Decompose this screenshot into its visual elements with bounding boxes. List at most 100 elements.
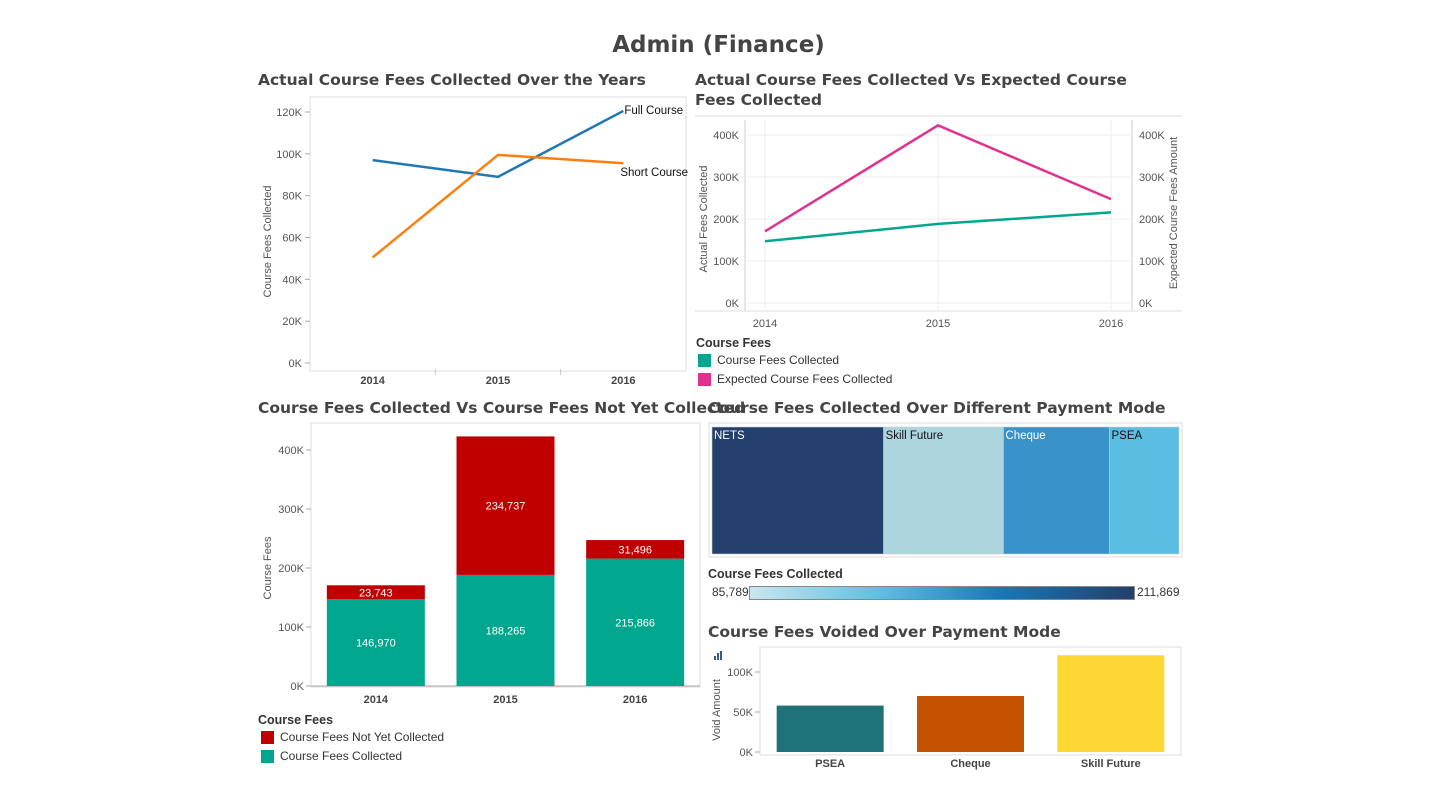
legend-swatch-collected bbox=[261, 749, 274, 763]
gradient-min-label: 85,789 bbox=[712, 585, 749, 599]
legend-swatch-not-collected bbox=[261, 730, 274, 744]
payment-mode-treemap[interactable]: NETS Skill Future Cheque PSEA bbox=[708, 422, 1183, 558]
y-tick-label: 120K bbox=[276, 107, 302, 119]
x-tick-label: 2014 bbox=[360, 375, 385, 387]
legend-label: Expected Course Fees Collected bbox=[717, 372, 893, 386]
line-chart-title: Actual Course Fees Collected Over the Ye… bbox=[258, 71, 646, 89]
gradient-legend-title: Course Fees Collected bbox=[708, 567, 843, 581]
treemap-frame bbox=[708, 422, 1183, 558]
void-bar-psea bbox=[776, 705, 884, 752]
series-line-course-fees-collected bbox=[764, 211, 1112, 243]
stacked-legend-title: Course Fees bbox=[258, 713, 334, 727]
y-tick-label: 100K bbox=[713, 256, 739, 268]
treemap-title: Course Fees Collected Over Different Pay… bbox=[708, 399, 1166, 417]
legend-swatch-collected bbox=[698, 353, 711, 367]
bar-segment-collected bbox=[456, 574, 555, 686]
y2-tick-label: 100K bbox=[1139, 256, 1165, 268]
x-tick-label: 2014 bbox=[753, 318, 777, 330]
bar-value-label: 188,265 bbox=[486, 625, 526, 637]
y2-tick-label: 0K bbox=[1139, 298, 1153, 310]
bar-value-label: 215,866 bbox=[615, 617, 655, 629]
void-bar-skill-future bbox=[1057, 655, 1165, 752]
y-tick-label: 200K bbox=[713, 214, 739, 226]
stacked-chart-title: Course Fees Collected Vs Course Fees Not… bbox=[258, 399, 746, 417]
line-chart[interactable]: 0K 20K 40K 60K 80K 100K 120K 2014 2015 2016 Course… bbox=[255, 95, 695, 395]
stacked-bar-chart[interactable]: 0K 100K 200K 300K 400K Course Fees 146,970 23,7… bbox=[255, 422, 705, 707]
bar-value-label: 31,496 bbox=[618, 544, 652, 556]
treemap-label: PSEA bbox=[1112, 430, 1143, 442]
x-tick-label: 2014 bbox=[364, 694, 389, 706]
y-tick-label: 100K bbox=[727, 667, 753, 679]
treemap-cell-psea bbox=[1109, 426, 1180, 555]
void-chart-title: Course Fees Voided Over Payment Mode bbox=[708, 623, 1061, 641]
y-axis-label: Course Fees Collected bbox=[262, 186, 274, 298]
legend-item-course-fees-collected[interactable]: Course Fees Collected bbox=[698, 353, 839, 367]
y-tick-label: 50K bbox=[733, 707, 753, 719]
legend-label: Course Fees Collected bbox=[280, 749, 403, 763]
plot-frame bbox=[309, 96, 687, 372]
y-tick-label: 400K bbox=[713, 130, 739, 142]
bar-segment-not-collected bbox=[586, 540, 685, 559]
y-tick-label: 20K bbox=[282, 316, 302, 328]
series-line-short-course bbox=[371, 153, 624, 259]
y2-tick-label: 200K bbox=[1139, 214, 1165, 226]
legend-label: Course Fees Collected bbox=[717, 353, 840, 367]
bar-value-label: 234,737 bbox=[486, 501, 526, 513]
x-tick-label: Skill Future bbox=[1081, 758, 1141, 770]
dual-axis-chart[interactable]: 0K 0K 100K 100K 200K 200K 300K 300K 400K 400K 2014… bbox=[695, 115, 1190, 335]
legend-item-expected-fees[interactable]: Expected Course Fees Collected bbox=[698, 372, 892, 386]
x-tick-label: 2016 bbox=[611, 375, 635, 387]
legend-swatch-expected bbox=[698, 372, 711, 386]
y-tick-label: 400K bbox=[278, 445, 304, 457]
x-tick-label: PSEA bbox=[815, 758, 845, 770]
y-tick-label: 80K bbox=[282, 191, 302, 203]
y-tick-label: 100K bbox=[278, 622, 304, 634]
dual-chart-title: Actual Course Fees Collected Vs Expected… bbox=[695, 71, 1127, 109]
legend-item-collected[interactable]: Course Fees Collected bbox=[261, 749, 402, 763]
treemap-cell-nets bbox=[711, 426, 884, 555]
bar-segment-not-collected bbox=[456, 436, 555, 575]
series-label: Short Course bbox=[620, 167, 688, 179]
y-tick-label: 40K bbox=[282, 274, 302, 286]
y-tick-label: 0K bbox=[726, 298, 740, 310]
y-tick-label: 200K bbox=[278, 563, 304, 575]
void-bar-cheque bbox=[917, 696, 1024, 752]
sort-icon bbox=[714, 656, 716, 660]
x-tick-label: 2015 bbox=[926, 318, 950, 330]
dashboard-title: Admin (Finance) bbox=[612, 32, 825, 58]
x-tick-label: 2016 bbox=[623, 694, 647, 706]
treemap-label: Skill Future bbox=[886, 430, 944, 442]
bar-value-label: 146,970 bbox=[356, 638, 396, 650]
y-axis-label: Void Amount bbox=[711, 679, 723, 741]
sort-icon bbox=[720, 651, 722, 660]
treemap-cell-cheque bbox=[1003, 426, 1110, 555]
x-tick-label: 2016 bbox=[1099, 318, 1123, 330]
bar-segment-not-collected bbox=[326, 585, 425, 600]
y-axis-label: Actual Fees Collected bbox=[698, 166, 710, 273]
y-tick-label: 0K bbox=[740, 747, 754, 759]
y-tick-label: 300K bbox=[713, 172, 739, 184]
dual-legend-title: Course Fees bbox=[696, 336, 772, 350]
treemap-label: NETS bbox=[714, 430, 745, 442]
series-label: Full Course bbox=[624, 105, 683, 117]
legend-label: Course Fees Not Yet Collected bbox=[280, 730, 445, 744]
plot-frame bbox=[310, 422, 701, 688]
gradient-color-ramp bbox=[749, 586, 1135, 600]
y2-axis-label: Expected Course Fees Amount bbox=[1168, 137, 1180, 289]
sort-icon bbox=[717, 653, 719, 660]
void-bar-chart[interactable]: 0K 50K 100K Void Amount PSEA Cheque Skill Futu… bbox=[705, 646, 1185, 774]
y-tick-label: 60K bbox=[282, 233, 302, 245]
bar-value-label: 23,743 bbox=[359, 587, 393, 599]
treemap-cell-skill-future bbox=[883, 426, 1004, 555]
series-line-expected-course-fees-collected bbox=[764, 123, 1112, 233]
treemap-label: Cheque bbox=[1005, 430, 1045, 442]
gradient-max-label: 211,869 bbox=[1137, 585, 1180, 599]
y-tick-label: 0K bbox=[291, 681, 305, 693]
series-line-full-course bbox=[372, 109, 624, 179]
x-tick-label: 2015 bbox=[493, 694, 517, 706]
y-tick-label: 300K bbox=[278, 504, 304, 516]
y2-tick-label: 400K bbox=[1139, 130, 1165, 142]
plot-frame bbox=[759, 646, 1182, 756]
bar-segment-collected bbox=[326, 599, 425, 686]
legend-item-not-yet-collected[interactable]: Course Fees Not Yet Collected bbox=[261, 730, 444, 744]
